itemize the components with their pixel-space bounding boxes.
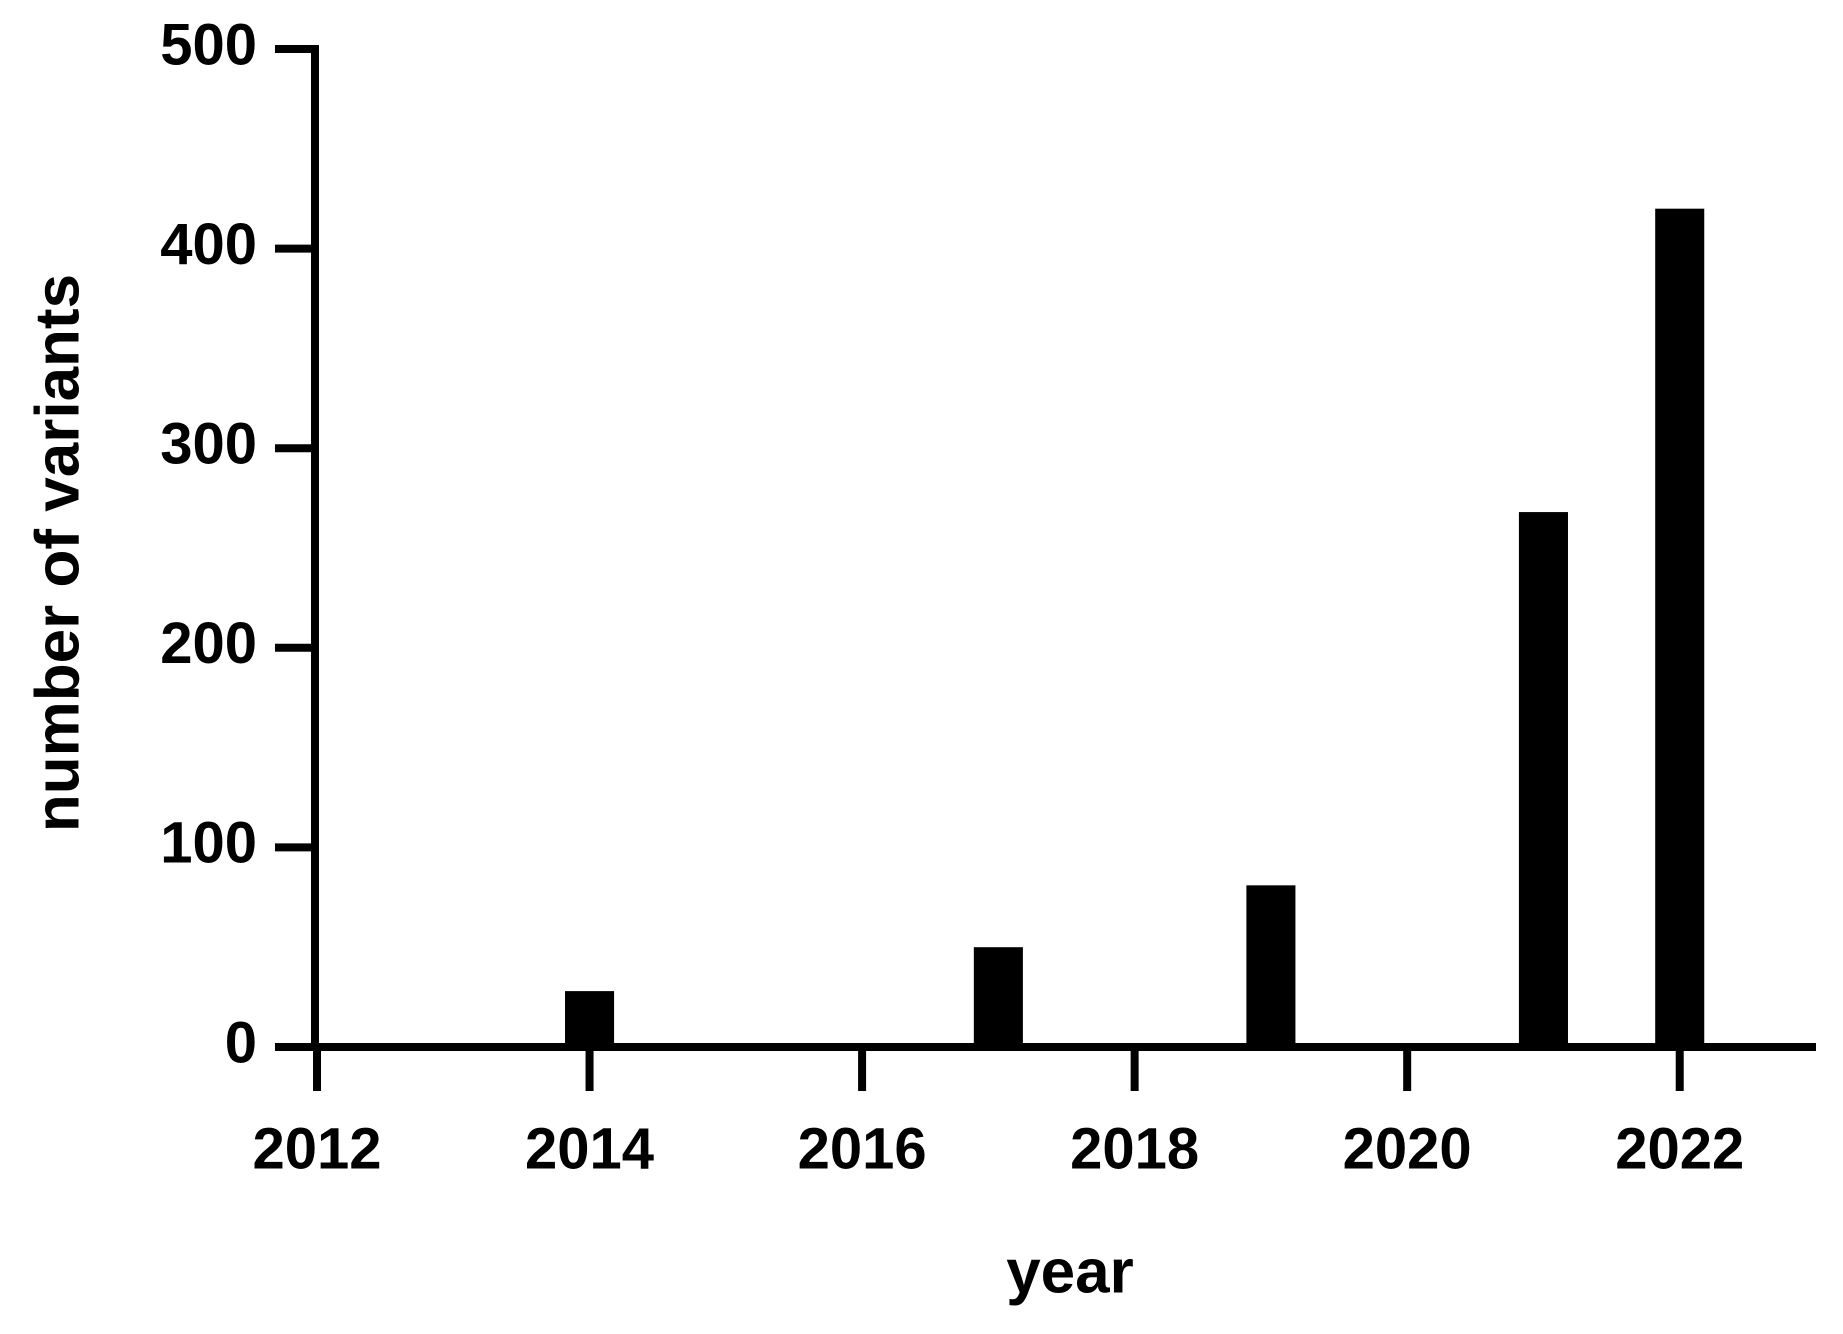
- y-tick-label: 400: [160, 212, 257, 277]
- y-tick-label: 100: [160, 811, 257, 876]
- x-axis-title: year: [1006, 1237, 1134, 1306]
- x-tick-label: 2020: [1343, 1116, 1472, 1181]
- x-tick-label: 2018: [1070, 1116, 1199, 1181]
- bar: [1655, 208, 1705, 1047]
- y-tick-label: 200: [160, 611, 257, 676]
- bar: [1518, 512, 1568, 1047]
- x-tick-label: 2012: [252, 1116, 381, 1181]
- bar: [565, 991, 615, 1047]
- x-tick-label: 2022: [1615, 1116, 1744, 1181]
- y-tick-label: 0: [225, 1010, 257, 1075]
- y-tick-label: 300: [160, 412, 257, 477]
- y-axis-title: number of variants: [23, 274, 92, 832]
- bar: [1246, 885, 1296, 1047]
- x-tick-label: 2014: [525, 1116, 654, 1181]
- bar: [973, 947, 1023, 1047]
- x-tick-label: 2016: [798, 1116, 927, 1181]
- y-tick-label: 500: [160, 12, 257, 77]
